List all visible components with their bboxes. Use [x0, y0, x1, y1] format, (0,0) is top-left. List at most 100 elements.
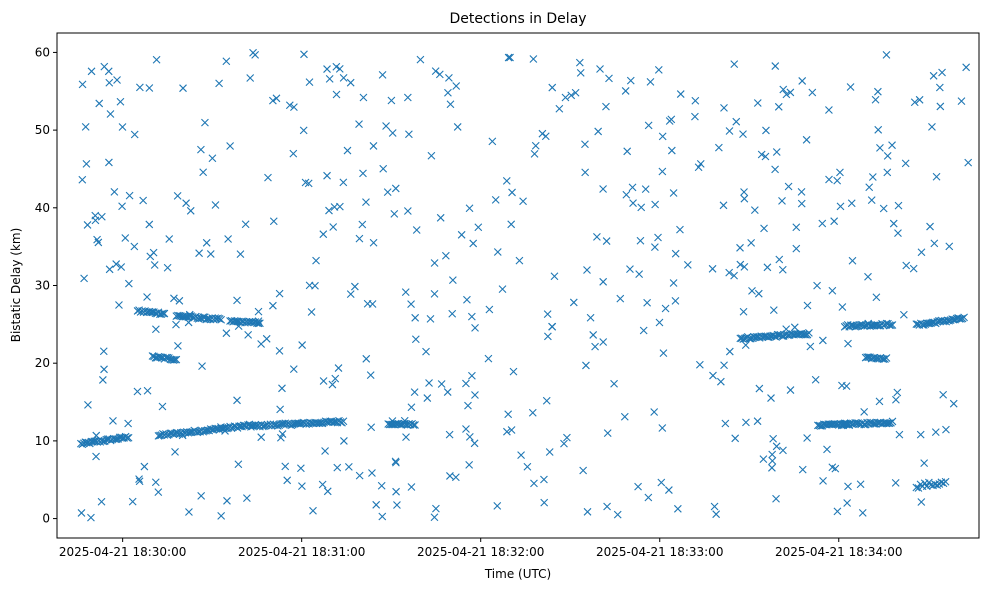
detection-marker	[369, 301, 376, 308]
detection-marker	[83, 160, 90, 167]
detection-marker	[814, 282, 821, 289]
detection-marker	[264, 174, 271, 181]
detection-marker	[709, 372, 716, 379]
detection-marker	[351, 283, 358, 290]
detection-marker	[524, 463, 531, 470]
detection-marker	[119, 123, 126, 130]
detection-marker	[468, 313, 475, 320]
detection-marker	[963, 64, 970, 71]
detection-marker	[336, 203, 343, 210]
detection-marker	[950, 400, 957, 407]
detection-marker	[717, 378, 724, 385]
detection-marker	[659, 133, 666, 140]
detection-marker	[404, 207, 411, 214]
detection-marker	[769, 451, 776, 458]
detection-marker	[466, 205, 473, 212]
detection-marker	[225, 235, 232, 242]
detection-marker	[637, 237, 644, 244]
detection-marker	[917, 431, 924, 438]
detection-marker	[614, 511, 621, 518]
detection-marker	[590, 331, 597, 338]
detection-marker	[486, 306, 493, 313]
detection-marker	[466, 433, 473, 440]
detection-marker	[873, 294, 880, 301]
detection-marker	[600, 185, 607, 192]
detection-marker	[672, 250, 679, 257]
detection-marker	[636, 271, 643, 278]
detection-marker	[580, 467, 587, 474]
detection-marker	[742, 342, 749, 349]
detection-marker	[384, 189, 391, 196]
detection-marker	[762, 127, 769, 134]
detection-marker	[844, 500, 851, 507]
detection-marker	[859, 509, 866, 516]
detection-marker	[347, 79, 354, 86]
detection-marker	[463, 296, 470, 303]
detection-marker	[593, 233, 600, 240]
detection-marker	[408, 301, 415, 308]
detection-marker	[768, 395, 775, 402]
detection-marker	[697, 160, 704, 167]
detection-marker	[153, 56, 160, 63]
detection-marker	[88, 68, 95, 75]
detection-marker	[542, 133, 549, 140]
detection-marker	[652, 201, 659, 208]
detection-marker	[837, 203, 844, 210]
detection-marker	[582, 169, 589, 176]
detection-marker	[864, 273, 871, 280]
detection-marker	[748, 239, 755, 246]
y-tick-label: 50	[35, 123, 50, 137]
detection-marker	[520, 198, 527, 205]
detection-marker	[136, 84, 143, 91]
detection-marker	[81, 275, 88, 282]
detection-marker	[600, 338, 607, 345]
detection-marker	[282, 463, 289, 470]
detection-marker	[392, 458, 399, 465]
detection-marker	[428, 152, 435, 159]
detection-marker	[227, 142, 234, 149]
detection-marker	[134, 388, 141, 395]
detection-marker	[839, 303, 846, 310]
detection-marker	[518, 452, 525, 459]
detection-marker	[370, 142, 377, 149]
detection-marker	[258, 434, 265, 441]
detection-marker	[471, 440, 478, 447]
detection-marker	[78, 509, 85, 516]
detection-marker	[726, 127, 733, 134]
detection-marker	[551, 273, 558, 280]
detection-marker	[408, 484, 415, 491]
detection-marker	[223, 330, 230, 337]
detection-marker	[937, 103, 944, 110]
detection-marker	[431, 259, 438, 266]
detection-marker	[196, 250, 203, 257]
detection-marker	[444, 389, 451, 396]
detection-marker	[769, 457, 776, 464]
detection-marker	[475, 224, 482, 231]
detection-marker	[737, 244, 744, 251]
detection-marker	[454, 123, 461, 130]
detection-marker	[424, 395, 431, 402]
detection-marker	[770, 307, 777, 314]
detection-marker	[333, 63, 340, 70]
detection-marker	[869, 173, 876, 180]
detection-marker	[548, 323, 555, 330]
detection-marker	[242, 221, 249, 228]
detection-marker	[874, 88, 881, 95]
y-tick-label: 30	[35, 279, 50, 293]
detection-marker	[583, 267, 590, 274]
detection-marker	[544, 311, 551, 318]
detection-marker	[335, 365, 342, 372]
detection-marker	[872, 96, 879, 103]
detection-marker	[392, 459, 399, 466]
detection-marker	[546, 448, 553, 455]
detection-marker	[144, 293, 151, 300]
detection-marker	[640, 327, 647, 334]
detection-marker	[857, 481, 864, 488]
detection-marker	[308, 309, 315, 316]
detection-marker	[958, 98, 965, 105]
detection-marker	[93, 453, 100, 460]
detection-marker	[540, 476, 547, 483]
detection-marker	[530, 55, 537, 62]
detection-marker	[570, 299, 577, 306]
detection-marker	[793, 224, 800, 231]
